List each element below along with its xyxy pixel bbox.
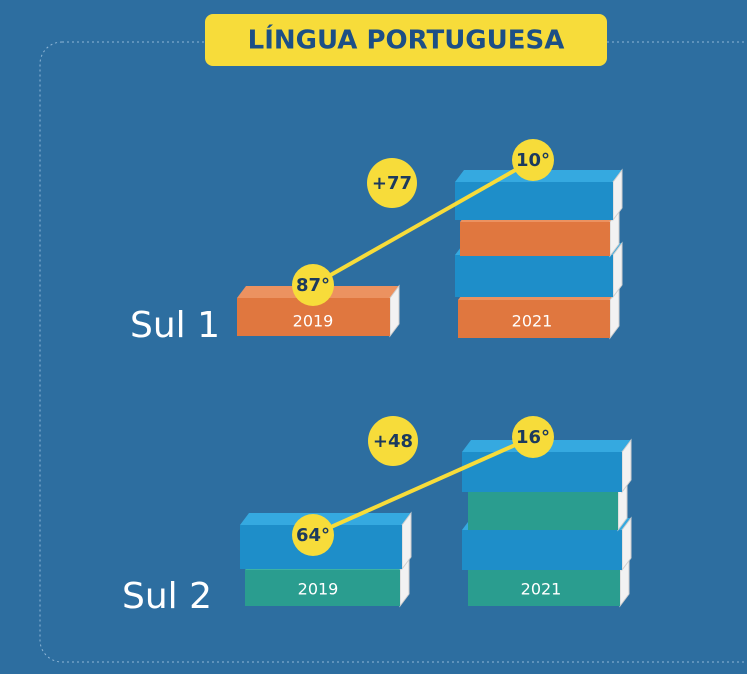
book-cover (460, 222, 610, 256)
rank: 64° (296, 525, 330, 546)
change: +48 (373, 431, 413, 452)
change: +77 (372, 173, 412, 194)
group-label: Sul 2 (122, 576, 212, 617)
rank: 16° (516, 427, 550, 448)
book-cover (468, 492, 618, 530)
book-cover (455, 182, 613, 220)
rank: 10° (516, 150, 550, 171)
year: 2021 (512, 312, 553, 331)
year: 2019 (293, 312, 334, 331)
year: 2021 (521, 580, 562, 599)
rank: 87° (296, 275, 330, 296)
infographic: LÍNGUA PORTUGUESA Sul 1 Sul 2 2019 2021 … (0, 0, 747, 674)
book-cover (462, 530, 622, 570)
group-label: Sul 1 (130, 305, 220, 346)
title: LÍNGUA PORTUGUESA (248, 24, 565, 56)
year: 2019 (298, 580, 339, 599)
book-cover (455, 255, 613, 297)
